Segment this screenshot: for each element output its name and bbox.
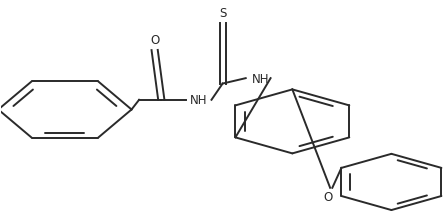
Text: NH: NH	[190, 94, 208, 107]
Text: O: O	[323, 191, 333, 204]
Text: S: S	[219, 7, 226, 20]
Text: NH: NH	[252, 73, 270, 86]
Text: O: O	[150, 34, 159, 47]
